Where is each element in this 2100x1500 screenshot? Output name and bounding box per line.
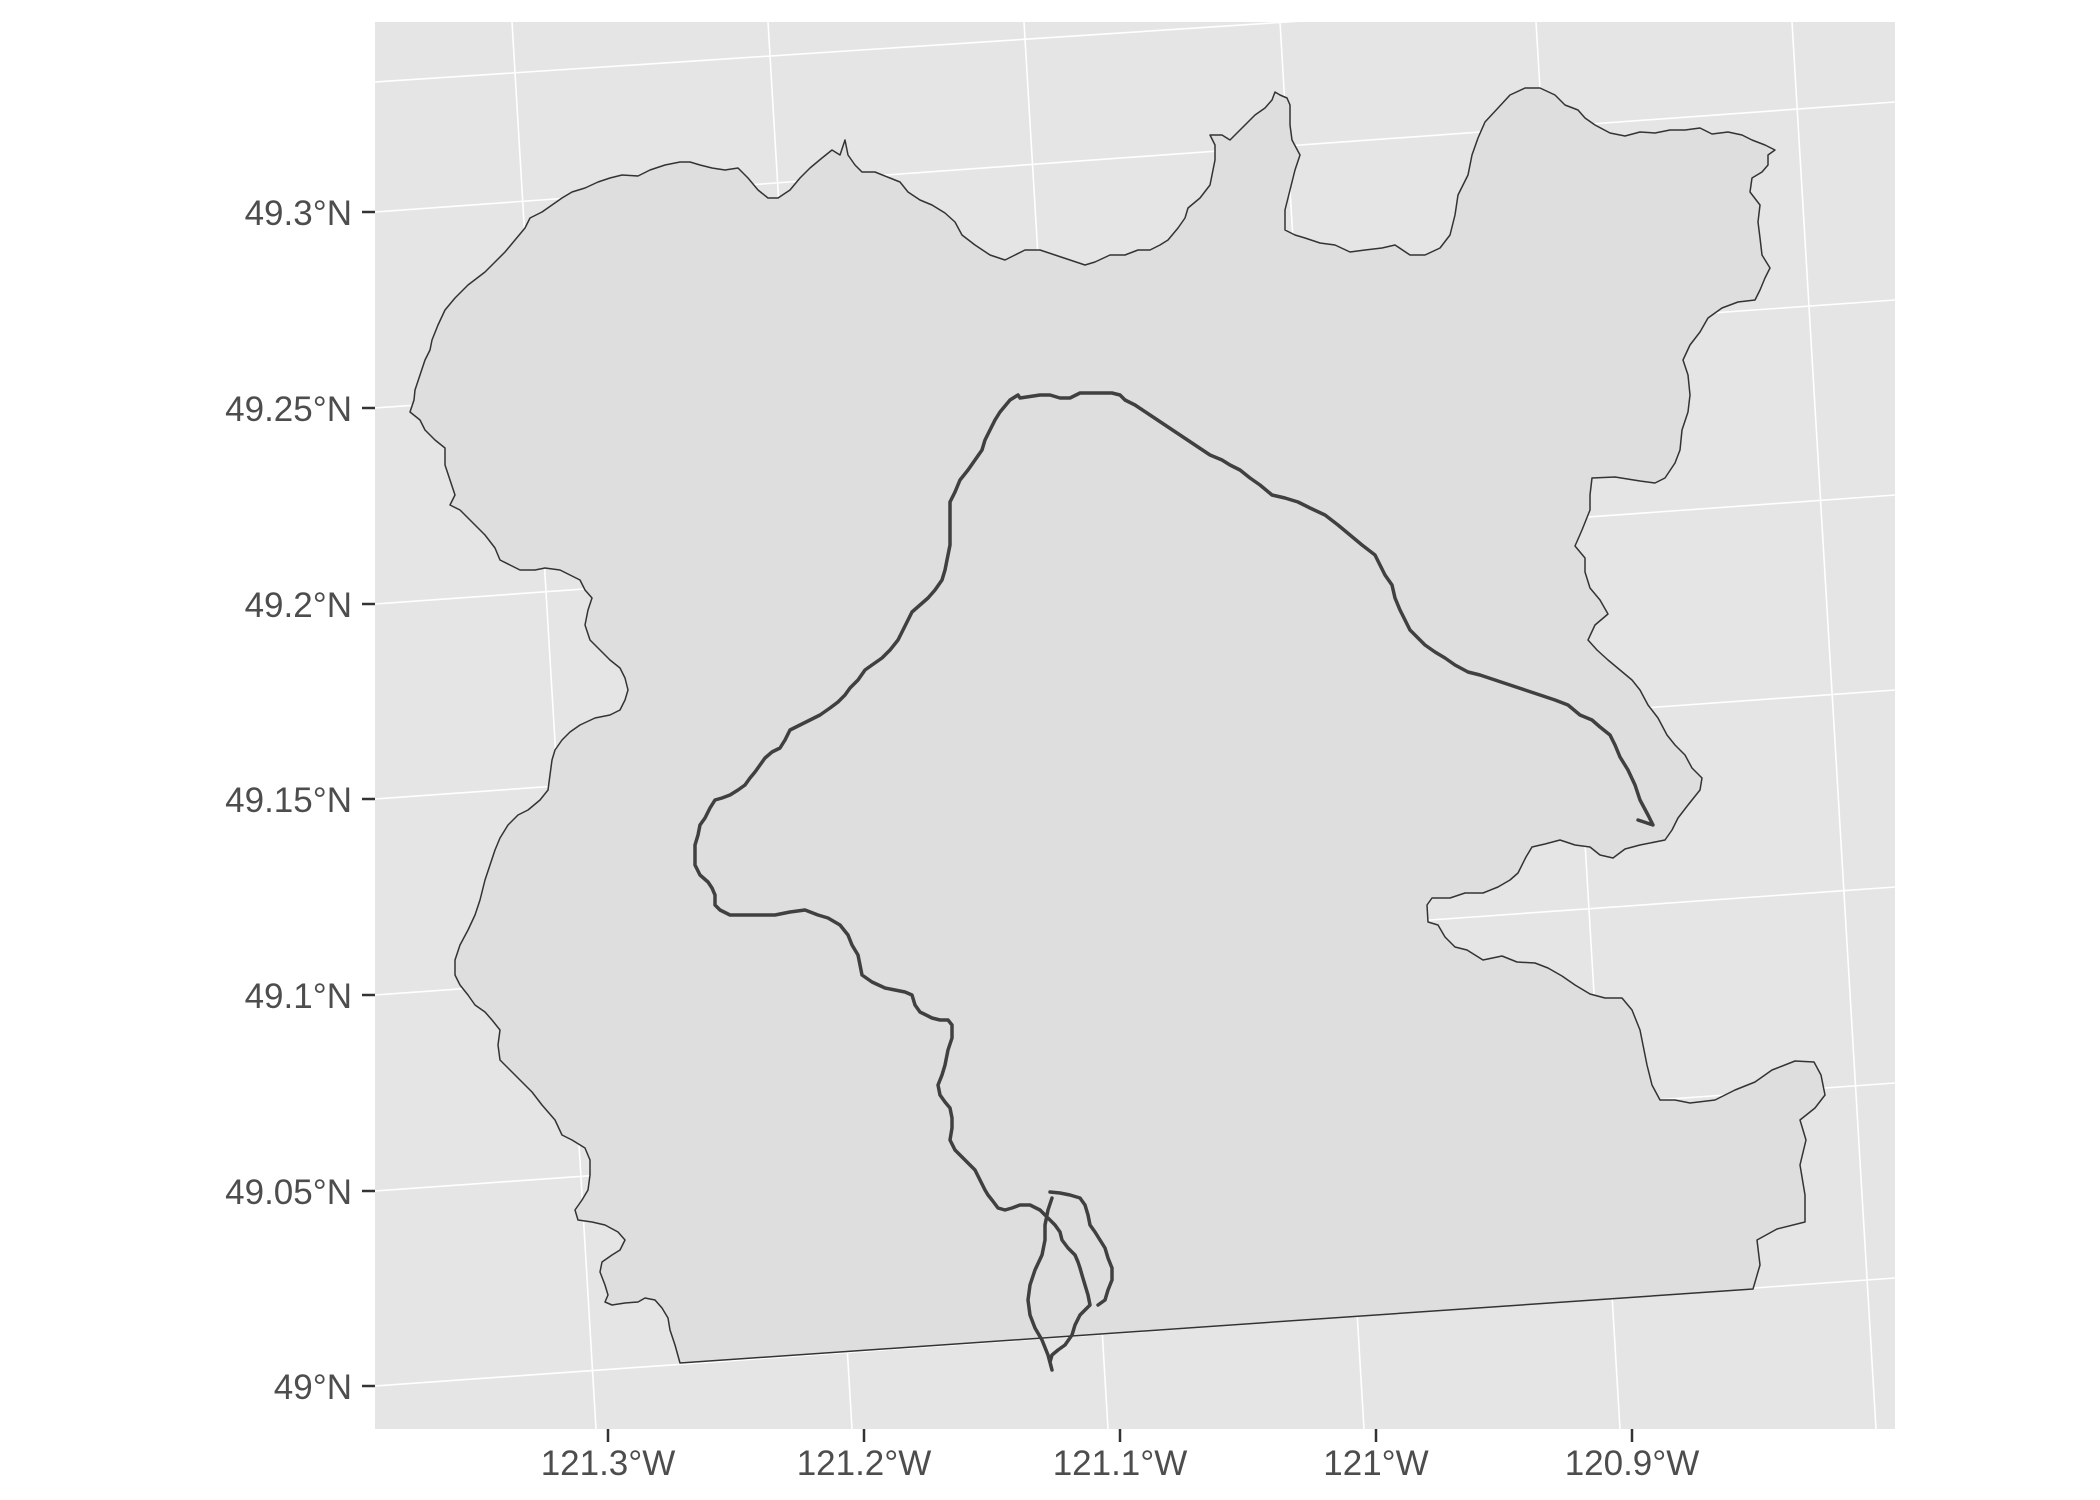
x-axis-ticks — [606, 1429, 1634, 1442]
x-tick-label-121-1: 121.1°W — [1053, 1444, 1188, 1483]
river — [693, 391, 1655, 1372]
y-tick-label-49-25: 49.25°N — [225, 390, 352, 429]
parallel-49-35 — [374, 0, 1634, 83]
y-tick-label-49-2: 49.2°N — [245, 586, 352, 625]
x-tick-label-120-9: 120.9°W — [1565, 1444, 1700, 1483]
y-tick-label-49-15: 49.15°N — [225, 781, 352, 820]
x-tick-label-121: 121°W — [1323, 1444, 1428, 1483]
x-tick-label-121-3: 121.3°W — [541, 1444, 676, 1483]
meridian-120-85 — [1791, 21, 1877, 1430]
watershed-boundary — [409, 87, 1826, 1364]
y-axis-ticks — [362, 210, 375, 1388]
y-tick-label-49: 49°N — [274, 1368, 352, 1407]
y-tick-label-49-05: 49.05°N — [225, 1173, 352, 1212]
x-tick-label-121-2: 121.2°W — [797, 1444, 932, 1483]
y-tick-label-49-3: 49.3°N — [245, 194, 352, 233]
y-tick-label-49-1: 49.1°N — [245, 977, 352, 1016]
